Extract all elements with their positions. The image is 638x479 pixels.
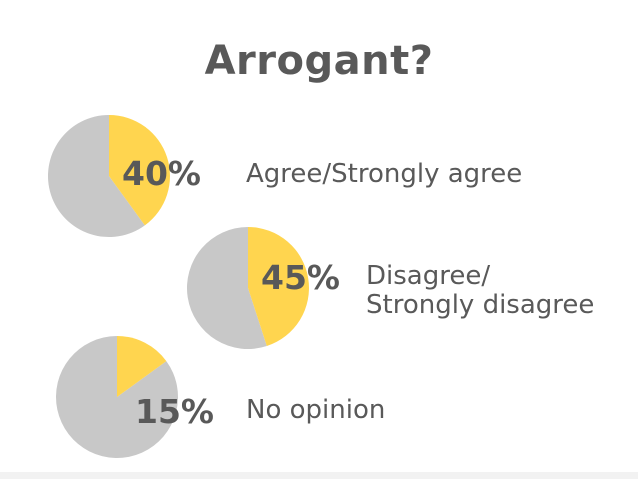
pie-slice-agree xyxy=(109,115,170,226)
pie-agree xyxy=(47,115,170,237)
category-label-no-opinion: No opinion xyxy=(246,396,385,425)
pie-slice-rest-disagree xyxy=(186,227,267,349)
pct-label-agree: 40% xyxy=(122,154,201,193)
pie-disagree xyxy=(186,227,309,349)
category-label-disagree-line-2: Strongly disagree xyxy=(366,290,595,320)
pct-label-no-opinion: 15% xyxy=(135,392,214,431)
pct-label-disagree: 45% xyxy=(261,258,340,297)
pie-no-opinion xyxy=(55,336,178,459)
category-label-agree: Agree/Strongly agree xyxy=(246,160,522,189)
category-label-disagree: Disagree/ Strongly disagree xyxy=(366,262,594,320)
page-title: Arrogant? xyxy=(204,38,434,84)
pie-slice-rest-agree xyxy=(47,115,145,237)
bottom-divider xyxy=(0,472,638,479)
category-label-agree-line: Agree/Strongly agree xyxy=(246,159,523,189)
category-label-no-opinion-line: No opinion xyxy=(246,395,386,425)
pie-slice-rest-no-opinion xyxy=(55,336,178,459)
category-label-disagree-line-1: Disagree/ xyxy=(366,261,491,291)
pie-slice-disagree xyxy=(248,227,309,347)
pie-slice-no-opinion xyxy=(117,336,167,397)
